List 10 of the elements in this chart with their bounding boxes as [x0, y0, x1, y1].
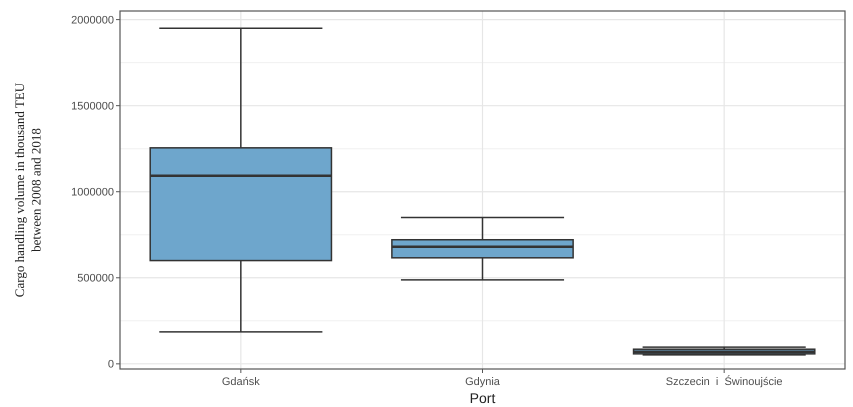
y-tick-label: 1500000 [71, 100, 114, 113]
y-tick-label: 2000000 [71, 14, 114, 26]
x-tick-label: Szczecin i Świnoujście [666, 375, 783, 388]
y-tick-label: 500000 [77, 272, 114, 285]
x-tick-label: Gdańsk [222, 376, 260, 388]
y-tick-label: 0 [108, 358, 114, 371]
y-tick-label: 1000000 [71, 186, 114, 199]
x-tick-label: Gdynia [465, 376, 501, 388]
x-axis-title: Port [470, 390, 496, 406]
y-axis-title: Cargo handling volume in thousand TEU between 2008 and 2018 [12, 82, 44, 298]
